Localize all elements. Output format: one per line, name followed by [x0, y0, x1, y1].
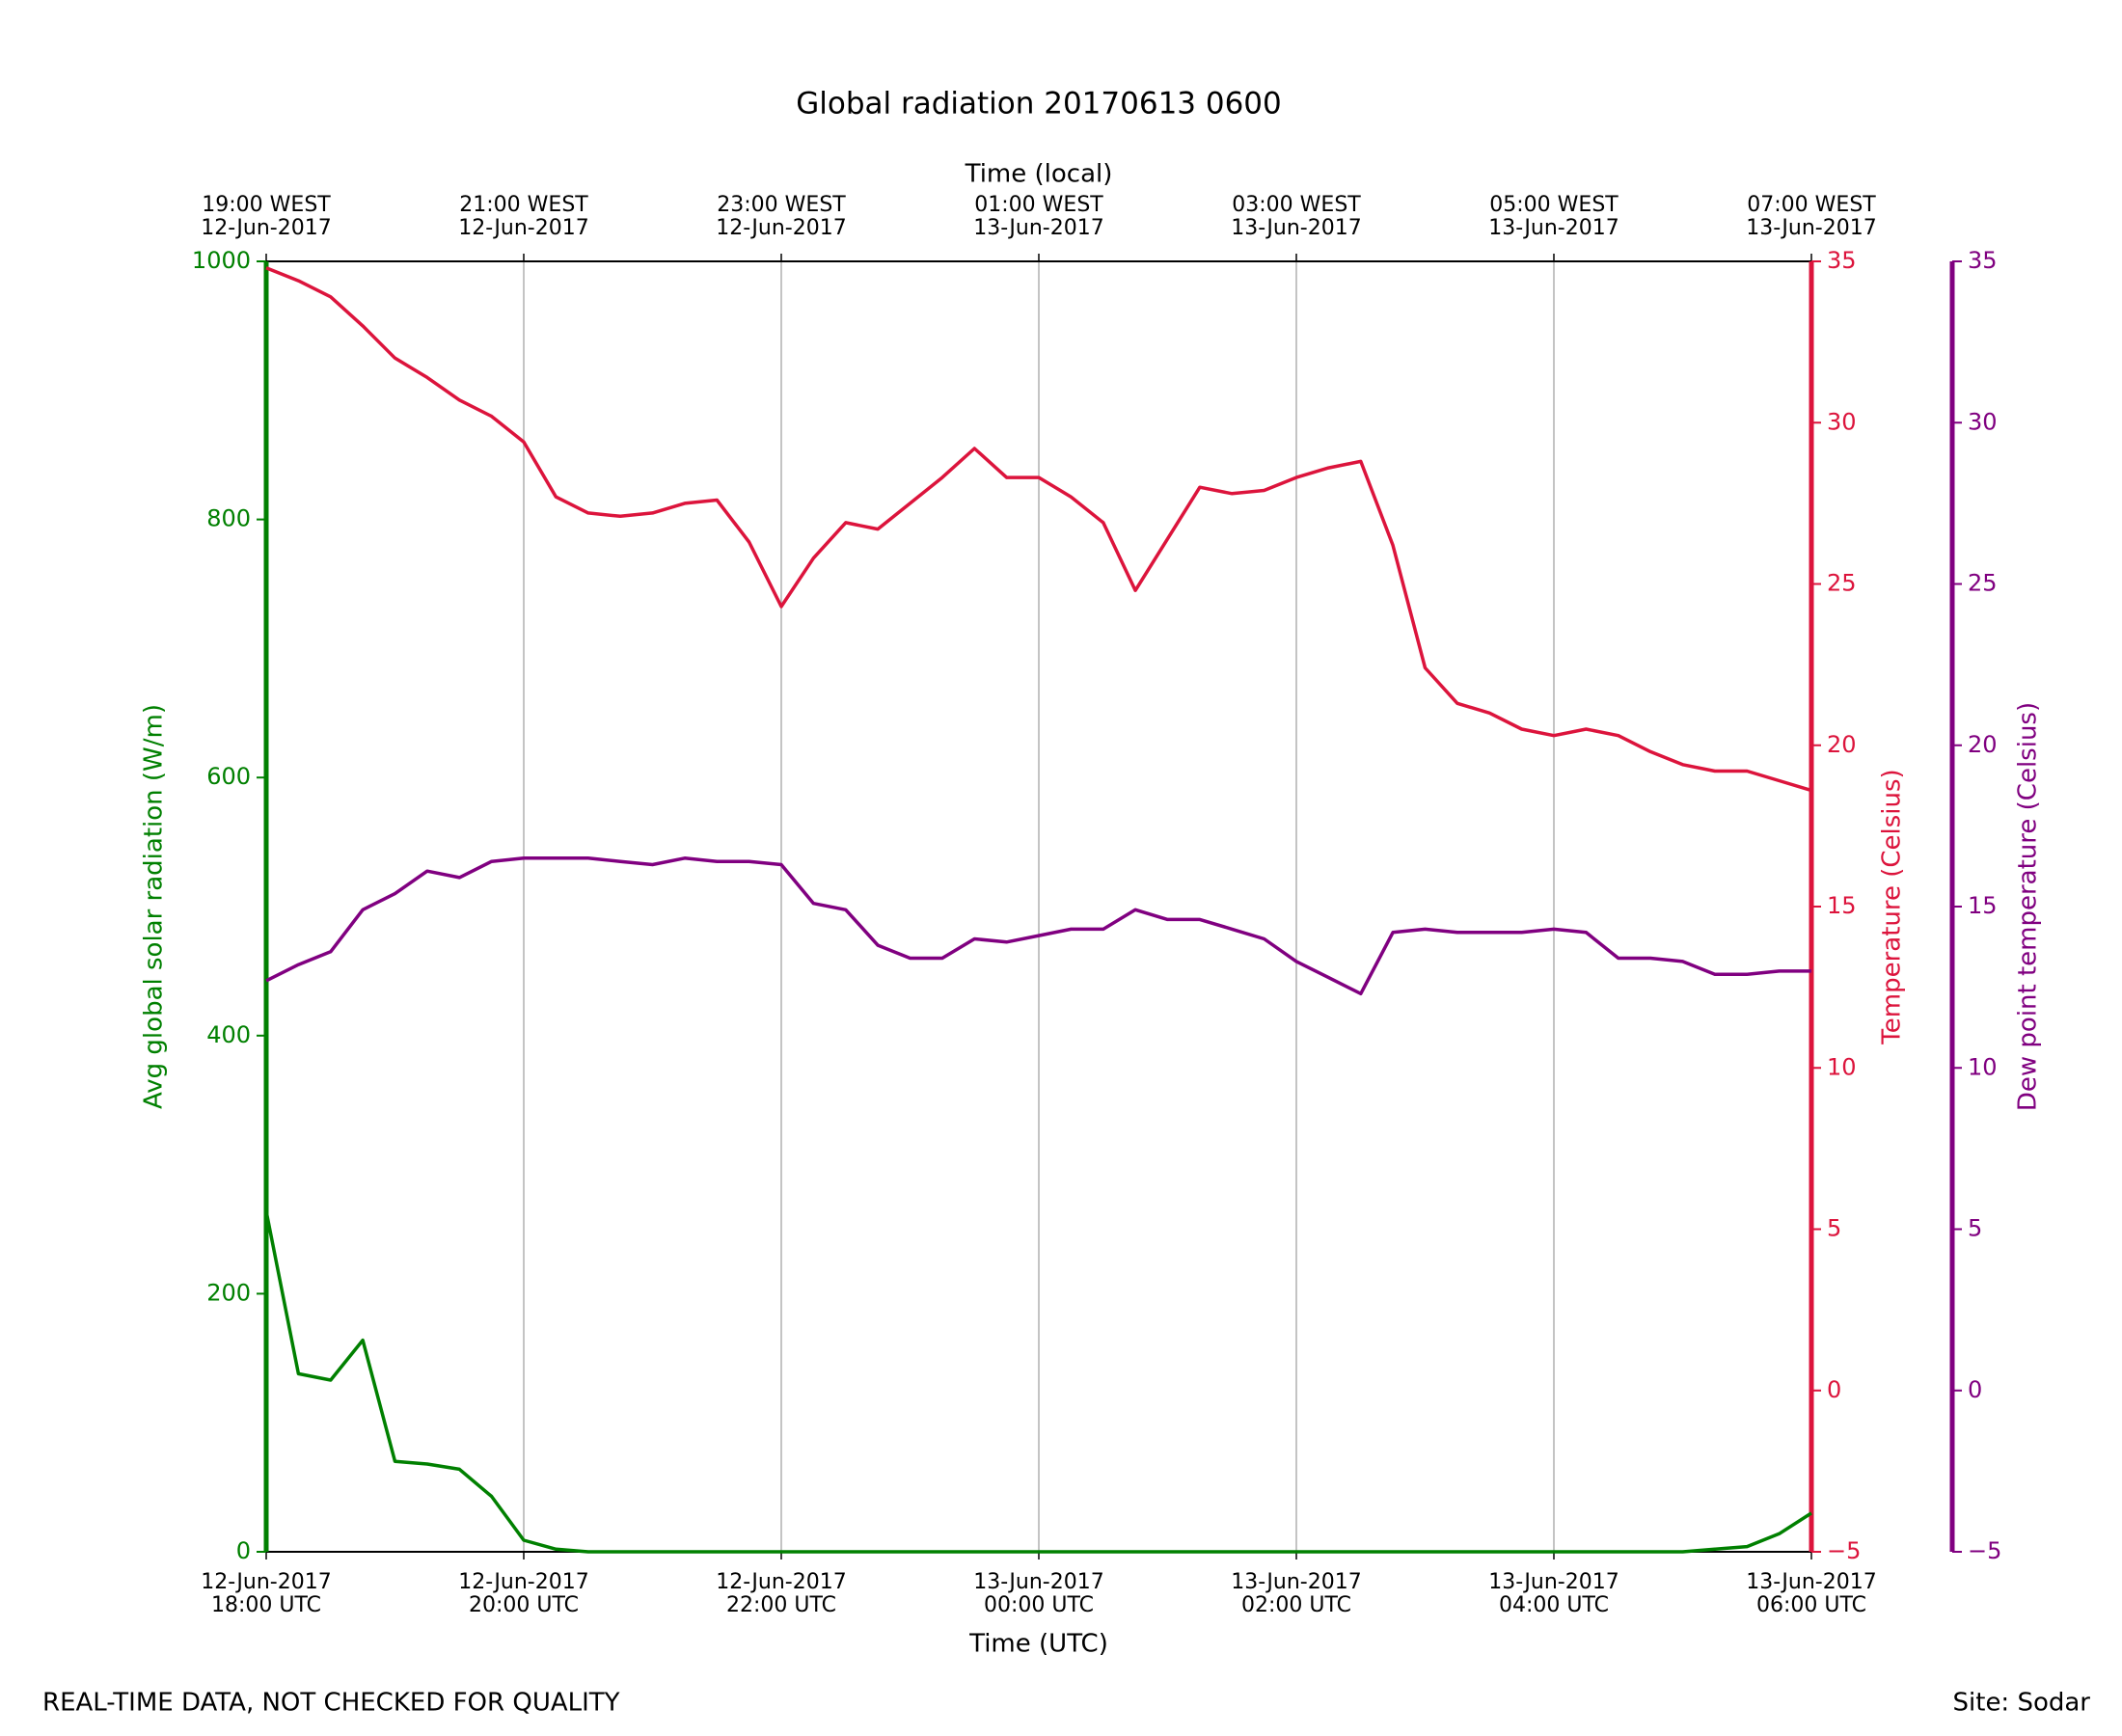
x2-tick-label: 03:00 WEST 13-Jun-2017 [1231, 193, 1361, 240]
y-tick-label: 400 [206, 1021, 251, 1048]
y2-tick-label: 0 [1827, 1376, 1841, 1403]
x2-tick-label: 21:00 WEST 12-Jun-2017 [458, 193, 588, 240]
x-tick-label: 13-Jun-2017 04:00 UTC [1488, 1570, 1619, 1617]
y2-tick-label: 30 [1827, 408, 1857, 435]
y3-tick-label: 15 [1968, 892, 1998, 919]
y2-tick-label: 35 [1827, 247, 1857, 274]
y3-tick-label: 10 [1968, 1053, 1998, 1080]
x2-tick-label: 05:00 WEST 13-Jun-2017 [1488, 193, 1619, 240]
series-line [265, 266, 1812, 793]
y-axis-label: Avg global solar radiation (W/m) [140, 704, 169, 1109]
y-tick-label: 600 [206, 763, 251, 790]
y2-axis-label: Temperature (Celsius) [1878, 769, 1907, 1044]
y-tick-label: 1000 [192, 247, 251, 274]
y3-tick-label: 30 [1968, 408, 1998, 435]
y2-tick-label: 5 [1827, 1215, 1841, 1242]
footer-left: REAL-TIME DATA, NOT CHECKED FOR QUALITY [42, 1689, 620, 1718]
footer-right: Site: Sodar [1953, 1689, 2091, 1718]
x-tick-label: 13-Jun-2017 06:00 UTC [1746, 1570, 1876, 1617]
x-tick-label: 13-Jun-2017 00:00 UTC [973, 1570, 1103, 1617]
y3-tick-label: −5 [1968, 1537, 2001, 1564]
y3-tick-label: 0 [1968, 1376, 1982, 1403]
y-tick-label: 800 [206, 505, 251, 532]
y3-tick-label: 35 [1968, 247, 1998, 274]
x2-tick-label: 01:00 WEST 13-Jun-2017 [973, 193, 1103, 240]
y3-tick-label: 5 [1968, 1215, 1982, 1242]
y2-tick-label: −5 [1827, 1537, 1861, 1564]
x-tick-label: 13-Jun-2017 02:00 UTC [1231, 1570, 1361, 1617]
x2-tick-label: 19:00 WEST 12-Jun-2017 [201, 193, 331, 240]
x-tick-label: 12-Jun-2017 20:00 UTC [458, 1570, 588, 1617]
y-tick-label: 200 [206, 1279, 251, 1306]
y2-tick-label: 25 [1827, 570, 1857, 597]
y2-tick-label: 10 [1827, 1053, 1857, 1080]
x2-tick-label: 07:00 WEST 13-Jun-2017 [1746, 193, 1876, 240]
series-line [264, 1210, 1812, 1554]
y3-tick-label: 25 [1968, 570, 1998, 597]
x-tick-label: 12-Jun-2017 18:00 UTC [201, 1570, 331, 1617]
y3-tick-label: 20 [1968, 731, 1998, 758]
x-axis-label: Time (UTC) [968, 1630, 1108, 1659]
series-line [265, 856, 1811, 996]
chart-title: Global radiation 20170613 0600 [796, 87, 1282, 122]
x2-axis-label: Time (local) [965, 160, 1113, 189]
y2-tick-label: 15 [1827, 892, 1857, 919]
x-tick-label: 12-Jun-2017 22:00 UTC [716, 1570, 846, 1617]
y-tick-label: 0 [236, 1537, 251, 1564]
x2-tick-label: 23:00 WEST 12-Jun-2017 [716, 193, 846, 240]
y3-axis-label: Dew point temperature (Celsius) [2014, 702, 2043, 1111]
y2-tick-label: 20 [1827, 731, 1857, 758]
